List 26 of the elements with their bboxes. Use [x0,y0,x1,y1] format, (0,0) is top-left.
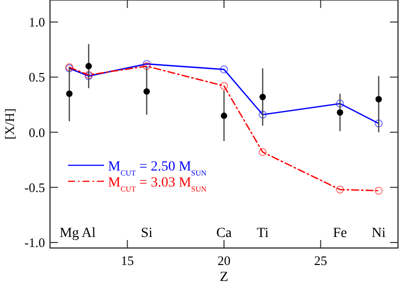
point [220,112,228,119]
x-tick-label: 20 [218,253,230,268]
annotation: Al [82,226,96,241]
point [143,88,150,95]
point [259,94,266,100]
annotation: Fe [333,226,347,241]
annotation: Ti [256,226,269,241]
point [375,96,382,102]
y-tick-label: -0.5 [24,180,45,195]
point [66,90,73,97]
y-axis-title: [X/H] [2,108,17,140]
y-tick-label: 0.5 [28,70,45,85]
point [336,109,344,116]
y-tick-label: -1.0 [24,234,45,250]
y-tick-label: 1.0 [28,14,45,30]
annotation: Ni [372,226,386,241]
x-tick-label: 15 [120,253,134,268]
annotation: Mg [60,226,80,241]
x-axis-title: Z [220,270,228,284]
y-tick-label: 0.0 [28,124,45,140]
legend-label: M$_{CUT}$ = 3.03 M$_{SUN}$ [108,175,207,193]
point [85,62,92,70]
legend-label: M$_{CUT}$ = 2.50 M$_{SUN}$ [108,159,207,177]
annotation: Si [140,226,153,241]
annotation: Ca [216,226,233,241]
x-tick-label: 25 [314,253,328,268]
